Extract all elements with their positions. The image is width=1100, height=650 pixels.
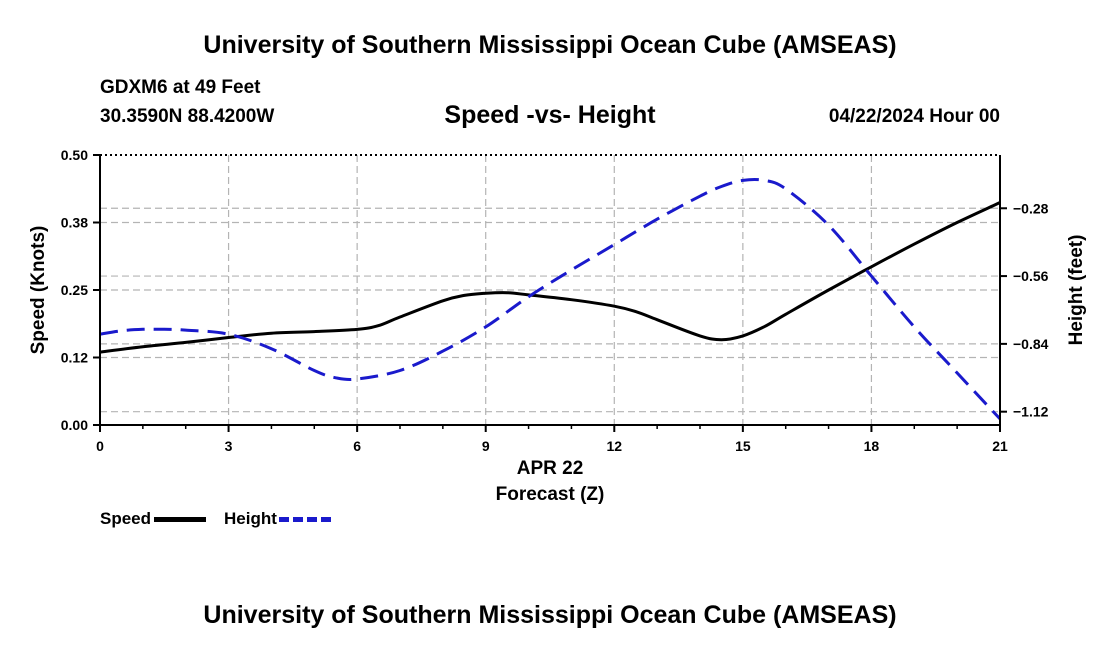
y2-tick-label: −0.56 — [1013, 268, 1049, 284]
legend-item-height: Height — [224, 509, 331, 529]
x-tick-label: 6 — [353, 438, 361, 454]
legend-speed-label: Speed — [100, 509, 152, 528]
x-tick-label: 9 — [482, 438, 490, 454]
y2-tick-label: −1.12 — [1013, 404, 1049, 420]
speed-series-line — [99, 201, 1001, 354]
y-tick-label: 0.12 — [61, 350, 88, 366]
y-axis-title: Speed (Knots) — [28, 226, 49, 355]
chart-title-top: University of Southern Mississippi Ocean… — [203, 31, 897, 59]
y-tick-label: 0.50 — [61, 147, 88, 163]
legend-item-speed: Speed — [100, 509, 207, 529]
y2-tick-label: −0.28 — [1013, 200, 1049, 216]
series-layer — [99, 178, 1002, 420]
y2-axis-title: Height (feet) — [1066, 235, 1087, 346]
axis-layer: 0 3 6 9 12 15 18 21 0.00 0.12 0.25 0.38 0.50 −1.12 −0.… — [61, 147, 1049, 454]
y-tick-label: 0.25 — [61, 282, 88, 298]
y-tick-label: 0.00 — [61, 417, 88, 433]
legend-height-swatch — [278, 516, 331, 522]
station-label: GDXM6 at 49 Feet — [100, 77, 261, 98]
x-tick-label: 21 — [992, 438, 1008, 454]
height-series-line — [99, 178, 1002, 420]
chart-subtitle: Speed -vs- Height — [444, 101, 656, 129]
x-tick-label: 15 — [735, 438, 751, 454]
legend-speed-swatch — [154, 516, 207, 522]
x-tick-label: 18 — [864, 438, 880, 454]
y-tick-label: 0.38 — [61, 215, 88, 231]
date-label: 04/22/2024 Hour 00 — [828, 106, 1000, 127]
coordinates-label: 30.3590N 88.4200W — [100, 106, 275, 127]
x-tick-label: 0 — [96, 438, 104, 454]
x-tick-label: 12 — [606, 438, 622, 454]
legend-height-label: Height — [224, 509, 277, 528]
chart-title-bottom: University of Southern Mississippi Ocean… — [203, 601, 897, 629]
y2-tick-label: −0.84 — [1013, 336, 1049, 352]
grid-layer — [100, 155, 1000, 425]
x-tick-label: 3 — [225, 438, 233, 454]
x-axis-sublabel: APR 22 — [517, 458, 584, 479]
legend: Speed Height — [100, 509, 349, 529]
x-axis-title: Forecast (Z) — [496, 484, 605, 505]
